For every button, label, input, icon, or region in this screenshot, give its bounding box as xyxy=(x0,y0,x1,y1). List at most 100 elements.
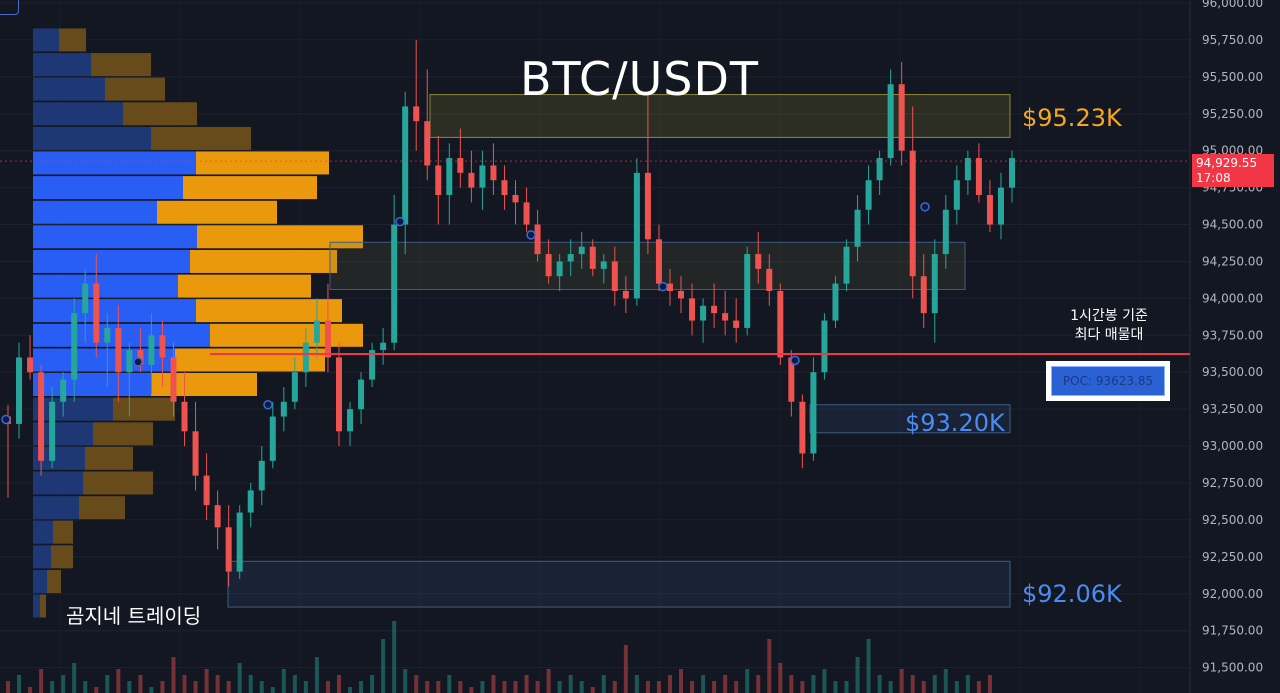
volume-profile-sell-bar xyxy=(151,126,251,150)
volume-bar xyxy=(789,675,794,693)
candle-body xyxy=(821,320,828,373)
volume-profile-buy-bar xyxy=(33,594,40,618)
candle-body xyxy=(446,158,453,195)
candle-body xyxy=(16,357,23,424)
volume-profile-sell-bar xyxy=(53,520,73,544)
candle-body xyxy=(214,505,221,528)
candle-body xyxy=(402,106,409,225)
candle-body xyxy=(931,254,938,314)
candle-body xyxy=(335,357,342,432)
candle-body xyxy=(236,512,243,572)
volume-profile-buy-bar xyxy=(33,323,210,347)
volume-profile-sell-bar xyxy=(91,53,151,77)
volume-bar xyxy=(877,675,882,693)
volume-bar xyxy=(314,657,319,693)
candle-body xyxy=(302,342,309,373)
volume-bar xyxy=(745,669,750,693)
candle-body xyxy=(126,350,133,373)
candle-body xyxy=(711,305,718,314)
volume-bar xyxy=(701,675,706,693)
volume-profile-buy-bar xyxy=(33,126,151,150)
volume-bar xyxy=(359,681,364,693)
support-resistance-zone xyxy=(227,560,1011,608)
poc-label-box[interactable]: POC: 93623.85 xyxy=(1046,361,1170,401)
y-tick-label: 95,750.00 xyxy=(1202,33,1263,47)
y-tick-label: 94,250.00 xyxy=(1202,254,1263,268)
candle-body xyxy=(600,261,607,269)
candle-body xyxy=(380,342,387,351)
volume-bar xyxy=(987,675,992,693)
volume-bar xyxy=(645,681,650,693)
candle-body xyxy=(82,283,89,314)
volume-bar xyxy=(193,681,198,693)
volume-profile-buy-bar xyxy=(33,299,196,323)
volume-bar xyxy=(237,663,242,693)
candle-body xyxy=(457,158,464,173)
volume-bar xyxy=(590,687,595,693)
volume-bar xyxy=(811,675,816,693)
candle-body xyxy=(468,172,475,188)
watermark-text: 곰지네 트레이딩 xyxy=(66,604,202,628)
candle-body xyxy=(942,209,949,255)
volume-bar xyxy=(690,681,695,693)
volume-bar xyxy=(370,675,375,693)
candle-body xyxy=(38,372,45,461)
volume-bar xyxy=(778,663,783,693)
candle-body xyxy=(843,246,850,284)
volume-profile-sell-bar xyxy=(196,299,342,323)
volume-bar xyxy=(579,681,584,693)
candle-body xyxy=(413,106,420,122)
candle-body xyxy=(633,172,640,299)
y-tick-label: 93,250.00 xyxy=(1202,402,1263,416)
candle-body xyxy=(291,372,298,402)
volume-bar xyxy=(800,681,805,693)
volume-bar xyxy=(381,639,386,693)
volume-bar xyxy=(976,681,981,693)
volume-bar xyxy=(943,669,948,693)
volume-profile-sell-bar xyxy=(178,274,311,298)
candle-body xyxy=(622,291,629,299)
candle-body xyxy=(435,165,442,195)
volume-bar xyxy=(270,687,275,693)
volume-bar xyxy=(83,681,88,693)
volume-profile-sell-bar xyxy=(51,545,73,569)
volume-bar xyxy=(303,681,308,693)
candle-body xyxy=(854,209,861,247)
volume-bar xyxy=(932,675,937,693)
volume-bar xyxy=(281,669,286,693)
candle-body xyxy=(369,350,376,380)
volume-bar xyxy=(182,675,187,693)
volume-profile-sell-bar xyxy=(190,249,337,273)
volume-bar xyxy=(325,681,330,693)
candle-body xyxy=(788,357,795,402)
candle-body xyxy=(832,283,839,321)
candle-body xyxy=(678,291,685,299)
support-resistance-zone xyxy=(429,94,1011,138)
candle-body xyxy=(766,268,773,291)
signal-marker xyxy=(395,216,405,227)
volume-profile-sell-bar xyxy=(123,102,197,126)
volume-bar xyxy=(557,681,562,693)
volume-profile-buy-bar xyxy=(33,225,197,249)
current-price-tag[interactable]: 94,929.55 17:08 xyxy=(1192,154,1274,187)
volume-profile-buy-bar xyxy=(33,176,183,200)
volume-profile-buy-bar xyxy=(33,422,93,446)
current-price-value: 94,929.55 xyxy=(1196,156,1258,170)
volume-bar xyxy=(425,681,430,693)
volume-bar xyxy=(535,681,540,693)
candle-body xyxy=(986,195,993,225)
y-tick-label: 92,500.00 xyxy=(1202,513,1263,527)
volume-profile-buy-bar xyxy=(33,471,83,495)
volume-bar xyxy=(392,621,397,693)
level-label-93200: $93.20K xyxy=(905,409,1005,437)
volume-profile-buy-bar xyxy=(33,77,105,101)
candle-body xyxy=(655,239,662,284)
candle-body xyxy=(192,431,199,476)
candle-body xyxy=(799,401,806,454)
volume-profile-buy-bar xyxy=(33,397,113,421)
volume-bar xyxy=(138,675,143,693)
volume-profile-buy-bar xyxy=(33,570,47,594)
candle-body xyxy=(501,180,508,195)
y-tick-label: 95,250.00 xyxy=(1202,107,1263,121)
